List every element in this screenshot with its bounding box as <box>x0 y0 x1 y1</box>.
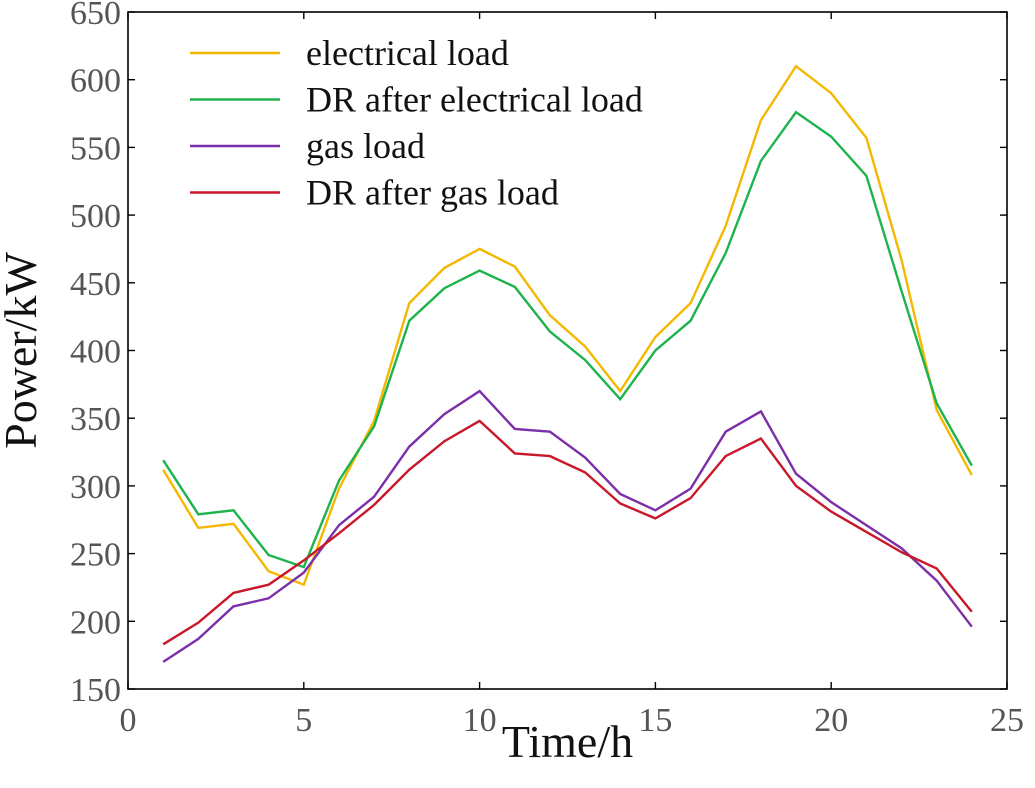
y-tick-label: 250 <box>70 537 121 574</box>
y-axis-title: Power/kW <box>0 252 46 449</box>
y-tick-label: 300 <box>70 469 121 506</box>
series-line-2 <box>162 389 973 663</box>
y-tick-label: 200 <box>70 604 121 641</box>
axis-ticks: 0 5 10 15 20 25 150 200 250 300 350 400 450 500 550 600… <box>70 0 1024 739</box>
legend-label-2: gas load <box>306 126 425 166</box>
legend-label-3: DR after gas load <box>306 173 559 213</box>
series-line-0 <box>162 64 973 587</box>
x-tick-label: 15 <box>638 702 672 739</box>
x-tick-label: 25 <box>990 702 1024 739</box>
legend: electrical load DR after electrical load g… <box>190 33 643 213</box>
x-tick-label: 20 <box>814 702 848 739</box>
y-tick-label: 150 <box>70 672 121 709</box>
y-tick-label: 550 <box>70 130 121 167</box>
x-axis-title: Time/h <box>502 716 633 767</box>
y-tick-label: 350 <box>70 401 121 438</box>
y-tick-label: 400 <box>70 334 121 371</box>
x-tick-label: 10 <box>463 702 497 739</box>
y-tick-label: 450 <box>70 266 121 303</box>
series-lines <box>162 64 973 663</box>
y-tick-label: 600 <box>70 63 121 100</box>
x-tick-label: 5 <box>295 702 312 739</box>
y-tick-label: 650 <box>70 0 121 32</box>
legend-label-0: electrical load <box>306 33 509 73</box>
y-tick-label: 500 <box>70 198 121 235</box>
series-line-3 <box>162 419 973 646</box>
legend-label-1: DR after electrical load <box>306 80 643 120</box>
series-line-1 <box>162 110 973 569</box>
x-tick-label: 0 <box>120 702 137 739</box>
